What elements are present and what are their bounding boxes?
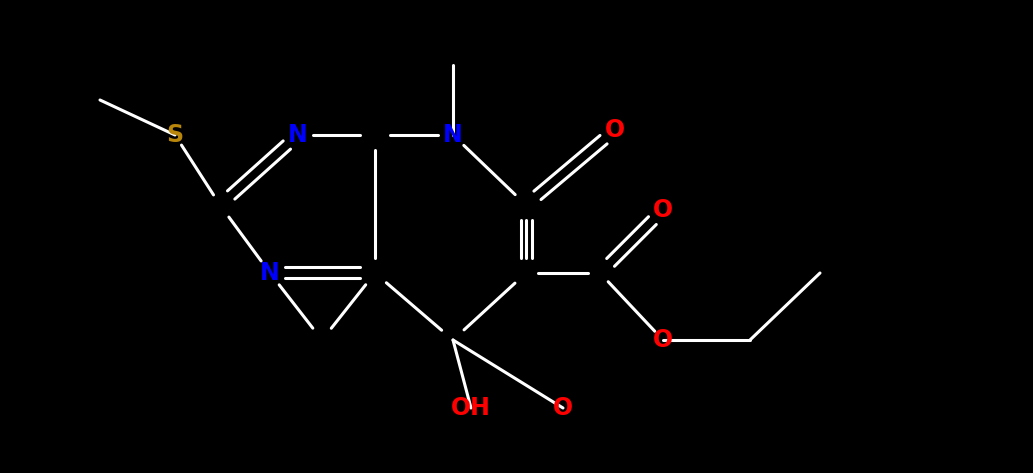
Text: O: O	[653, 198, 674, 222]
Text: N: N	[260, 261, 280, 285]
Text: S: S	[166, 123, 184, 147]
Text: O: O	[553, 396, 573, 420]
Text: N: N	[288, 123, 308, 147]
Text: N: N	[443, 123, 463, 147]
Text: O: O	[605, 118, 625, 142]
Text: O: O	[653, 328, 674, 352]
Text: OH: OH	[451, 396, 491, 420]
